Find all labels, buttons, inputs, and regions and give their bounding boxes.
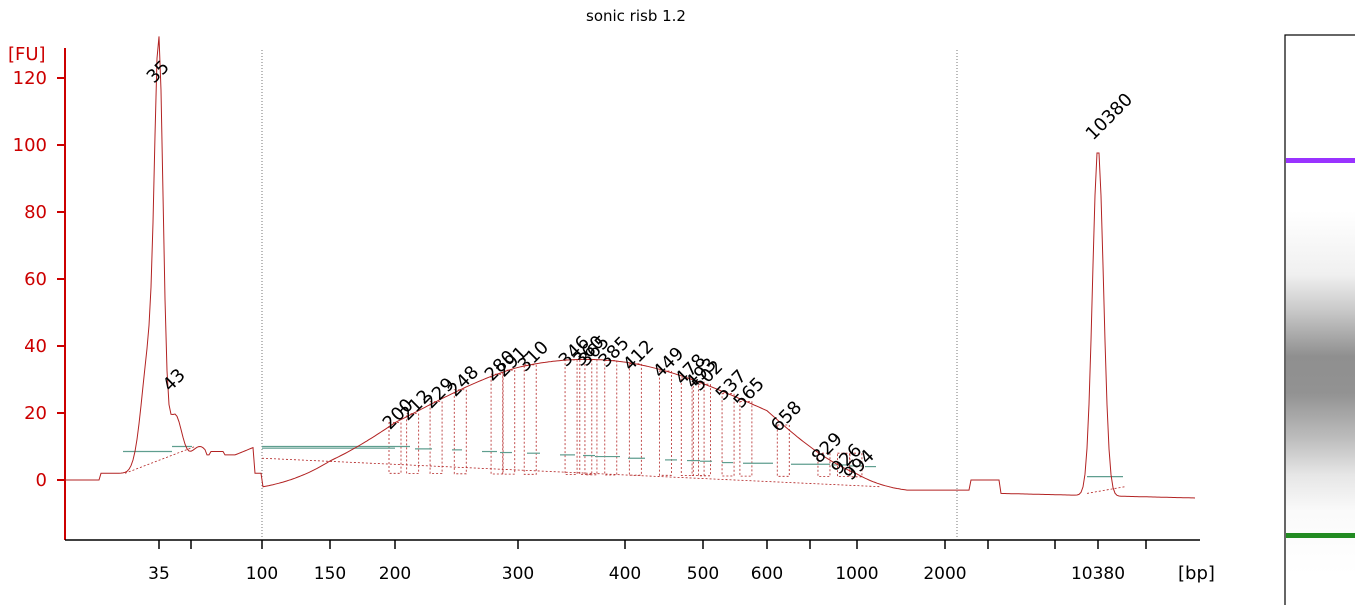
peak-baselines bbox=[123, 445, 1123, 478]
gel-lane-smear bbox=[1286, 120, 1355, 575]
x-tick-label-500: 500 bbox=[687, 564, 719, 584]
peak-label-310: 310 bbox=[514, 337, 553, 376]
region-box-829 bbox=[817, 452, 831, 477]
region-box-310 bbox=[523, 364, 537, 475]
electropherogram-trace bbox=[65, 36, 1196, 499]
x-tick-group: 35 100 150 200 300 400 500 600 1000 2000 10380 bbox=[148, 540, 1147, 584]
peak-label-658: 658 bbox=[767, 397, 806, 436]
y-tick-label-0: 0 bbox=[36, 470, 47, 491]
region-box-291 bbox=[502, 369, 516, 475]
chart-title: sonic risb 1.2 bbox=[586, 7, 686, 25]
region-box-229 bbox=[429, 401, 443, 475]
x-tick-label-600: 600 bbox=[751, 564, 783, 584]
y-tick-label-100: 100 bbox=[13, 135, 47, 156]
region-box-248 bbox=[453, 389, 467, 475]
region-box-280 bbox=[490, 373, 504, 475]
x-tick-label-150: 150 bbox=[314, 564, 346, 584]
region-baseline-lower bbox=[124, 446, 196, 474]
region-box-926 bbox=[837, 452, 850, 478]
x-tick-label-35: 35 bbox=[148, 564, 170, 584]
gel-band-lower-marker bbox=[1286, 533, 1355, 538]
x-tick-label-300: 300 bbox=[502, 564, 534, 584]
peak-label-35: 35 bbox=[143, 57, 174, 88]
x-tick-label-2000: 2000 bbox=[923, 564, 966, 584]
x-tick-label-400: 400 bbox=[609, 564, 641, 584]
y-tick-label-120: 120 bbox=[13, 68, 47, 89]
x-tick-label-1000: 1000 bbox=[835, 564, 878, 584]
x-axis-unit: [bp] bbox=[1178, 563, 1215, 584]
y-tick-label-80: 80 bbox=[24, 202, 47, 223]
y-tick-group: 0 20 40 60 80 100 120 bbox=[13, 68, 65, 491]
peak-label-43: 43 bbox=[159, 365, 190, 396]
region-box-385 bbox=[604, 360, 618, 476]
region-box-365 bbox=[584, 359, 598, 476]
x-tick-label-200: 200 bbox=[379, 564, 411, 584]
region-box-565 bbox=[739, 400, 753, 477]
x-tick-label-100: 100 bbox=[246, 564, 278, 584]
y-tick-label-60: 60 bbox=[24, 269, 47, 290]
peak-label-10380: 10380 bbox=[1082, 89, 1137, 144]
region-box-360 bbox=[579, 358, 593, 476]
y-axis-unit: [FU] bbox=[8, 44, 46, 65]
region-box-537 bbox=[721, 393, 735, 477]
y-tick-label-40: 40 bbox=[24, 336, 47, 357]
region-box-346 bbox=[564, 359, 578, 475]
y-tick-label-20: 20 bbox=[24, 403, 47, 424]
x-tick-label-10380: 10380 bbox=[1071, 564, 1125, 584]
gel-band-upper-marker bbox=[1286, 158, 1355, 163]
gel-lane bbox=[1284, 34, 1355, 605]
region-baseline-smear bbox=[261, 457, 881, 488]
region-baseline-upper bbox=[1086, 486, 1126, 494]
region-box-994 bbox=[849, 452, 863, 478]
integration-regions bbox=[124, 358, 1126, 494]
